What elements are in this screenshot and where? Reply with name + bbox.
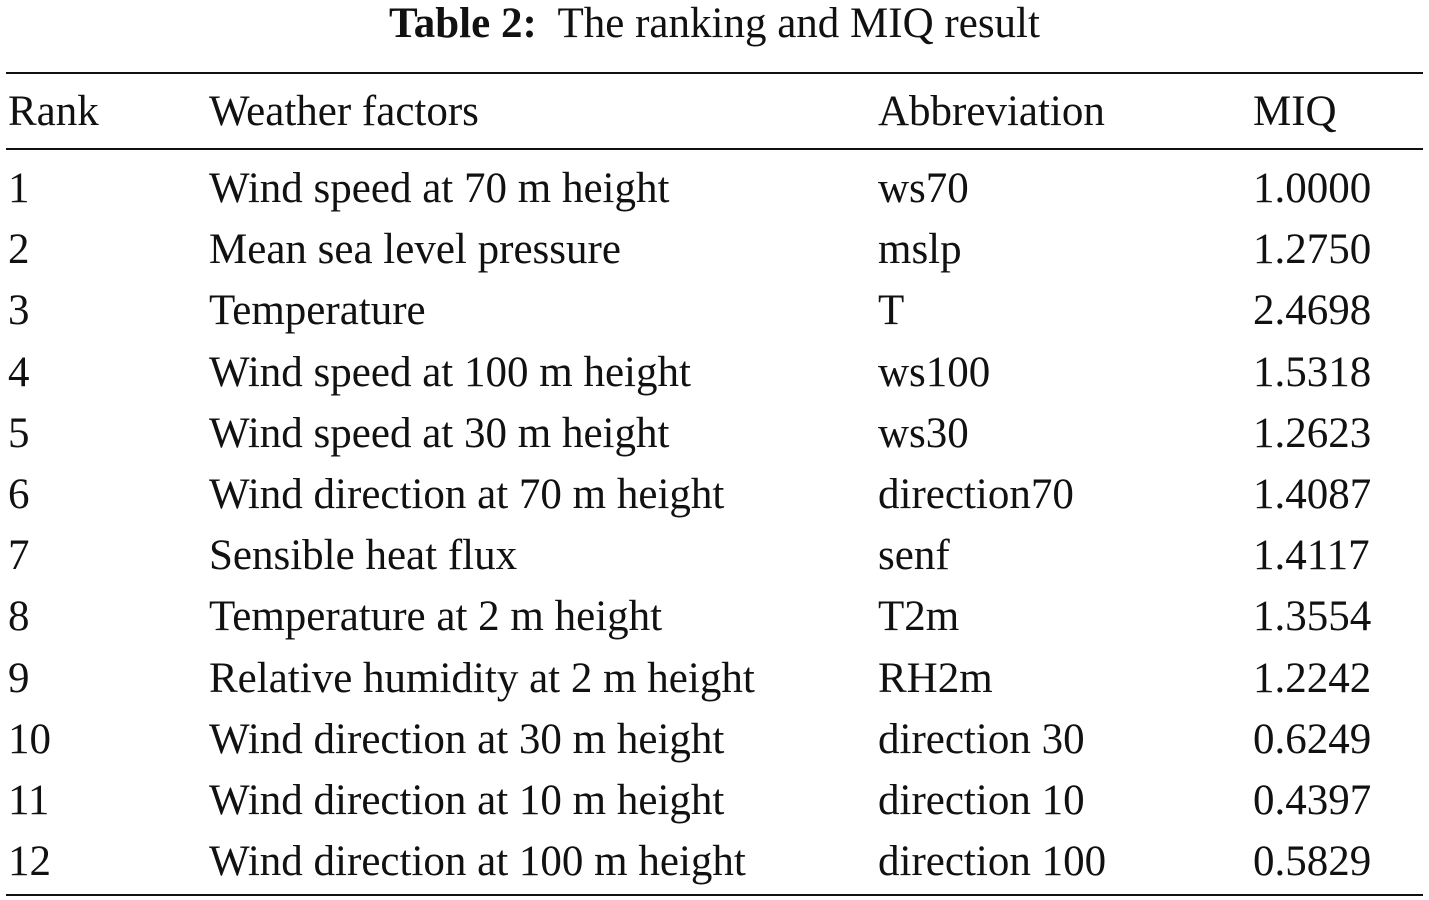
table-row: 5 Wind speed at 30 m height ws30 1.2623 [0,404,1429,464]
cell-miq: 2.4698 [1253,287,1372,334]
cell-rank: 4 [8,349,30,396]
cell-rank: 3 [8,287,30,334]
cell-rank: 10 [8,716,51,763]
cell-abbreviation: ws30 [878,410,969,457]
cell-weather-factor: Wind direction at 10 m height [209,777,725,824]
cell-weather-factor: Wind speed at 100 m height [209,349,691,396]
cell-abbreviation: direction 100 [878,838,1107,885]
cell-weather-factor: Sensible heat flux [209,532,518,579]
cell-miq: 1.4087 [1253,471,1372,518]
cell-miq: 1.3554 [1253,593,1372,640]
cell-weather-factor: Wind direction at 100 m height [209,838,746,885]
table-row: 3 Temperature T 2.4698 [0,281,1429,341]
cell-weather-factor: Wind direction at 30 m height [209,716,725,763]
cell-weather-factor: Temperature [209,287,426,334]
table-bottom-rule [6,894,1423,896]
table-row: 1 Wind speed at 70 m height ws70 1.0000 [0,159,1429,219]
cell-miq: 1.2242 [1253,655,1372,702]
cell-miq: 1.0000 [1253,165,1372,212]
cell-abbreviation: senf [878,532,950,579]
cell-rank: 5 [8,410,30,457]
header-miq: MIQ [1253,88,1337,135]
table-caption: Table 2: The ranking and MIQ result [0,0,1429,48]
cell-rank: 9 [8,655,30,702]
cell-abbreviation: direction 30 [878,716,1085,763]
cell-rank: 6 [8,471,30,518]
cell-miq: 1.2623 [1253,410,1372,457]
cell-abbreviation: RH2m [878,655,993,702]
cell-weather-factor: Wind speed at 70 m height [209,165,670,212]
cell-rank: 11 [8,777,50,824]
cell-abbreviation: mslp [878,226,962,273]
cell-abbreviation: ws70 [878,165,969,212]
header-abbreviation: Abbreviation [878,88,1105,135]
header-rank: Rank [8,88,99,135]
cell-abbreviation: T [878,287,905,334]
header-weather-factors: Weather factors [209,88,479,135]
cell-miq: 1.5318 [1253,349,1372,396]
table-caption-label: Table 2: [389,0,537,47]
cell-weather-factor: Wind direction at 70 m height [209,471,725,518]
cell-weather-factor: Temperature at 2 m height [209,593,663,640]
table-caption-text: The ranking and MIQ result [557,0,1040,47]
table-row: 2 Mean sea level pressure mslp 1.2750 [0,220,1429,280]
cell-miq: 0.4397 [1253,777,1372,824]
cell-abbreviation: T2m [878,593,960,640]
cell-rank: 7 [8,532,30,579]
cell-rank: 12 [8,838,51,885]
cell-abbreviation: ws100 [878,349,991,396]
cell-miq: 0.6249 [1253,716,1372,763]
cell-rank: 2 [8,226,30,273]
cell-abbreviation: direction70 [878,471,1074,518]
cell-weather-factor: Relative humidity at 2 m height [209,655,755,702]
table-row: 12 Wind direction at 100 m height directio… [0,832,1429,892]
table-row: 4 Wind speed at 100 m height ws100 1.5318 [0,343,1429,403]
table-row: 11 Wind direction at 10 m height direction… [0,771,1429,831]
table-row: 9 Relative humidity at 2 m height RH2m 1.22… [0,649,1429,709]
cell-abbreviation: direction 10 [878,777,1085,824]
cell-rank: 8 [8,593,30,640]
cell-miq: 1.2750 [1253,226,1372,273]
table-row: 7 Sensible heat flux senf 1.4117 [0,526,1429,586]
table-row: 6 Wind direction at 70 m height direction7… [0,465,1429,525]
table-top-rule [6,72,1423,74]
table-row: 8 Temperature at 2 m height T2m 1.3554 [0,587,1429,647]
cell-miq: 0.5829 [1253,838,1372,885]
cell-weather-factor: Wind speed at 30 m height [209,410,670,457]
cell-miq: 1.4117 [1253,532,1370,579]
table-header-rule [6,148,1423,150]
cell-rank: 1 [8,165,30,212]
table-header-row: Rank Weather factors Abbreviation MIQ [0,82,1429,142]
cell-weather-factor: Mean sea level pressure [209,226,621,273]
table-row: 10 Wind direction at 30 m height direction… [0,710,1429,770]
